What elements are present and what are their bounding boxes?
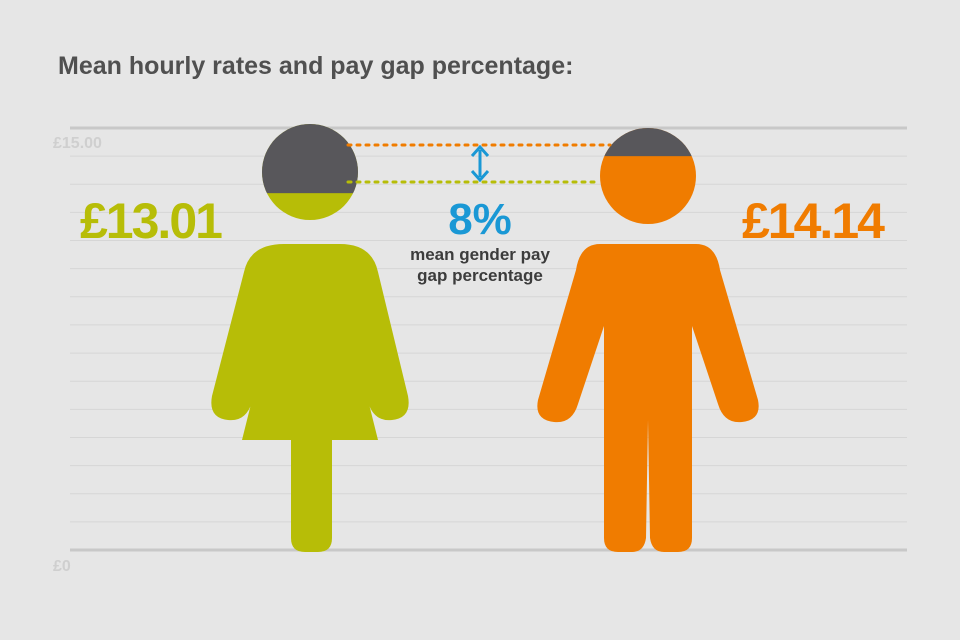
female-figure-icon [211, 124, 409, 552]
male-figure-icon [537, 128, 759, 552]
gridlines [70, 126, 907, 552]
male-body [537, 244, 759, 552]
gap-caption-line2: gap percentage [417, 266, 543, 285]
chart-title: Mean hourly rates and pay gap percentage… [58, 52, 574, 80]
men-value-label: £14.14 [742, 193, 885, 249]
female-body [211, 244, 409, 552]
gap-caption-line1: mean gender pay [410, 245, 550, 264]
female-head-cap [262, 124, 358, 194]
male-head-cap [600, 128, 696, 157]
women-value-label: £13.01 [80, 193, 222, 249]
double-arrow-icon [470, 144, 490, 183]
y-tick-bottom: £0 [53, 558, 71, 575]
y-tick-top: £15.00 [53, 135, 102, 152]
gap-percentage: 8% [448, 195, 512, 244]
